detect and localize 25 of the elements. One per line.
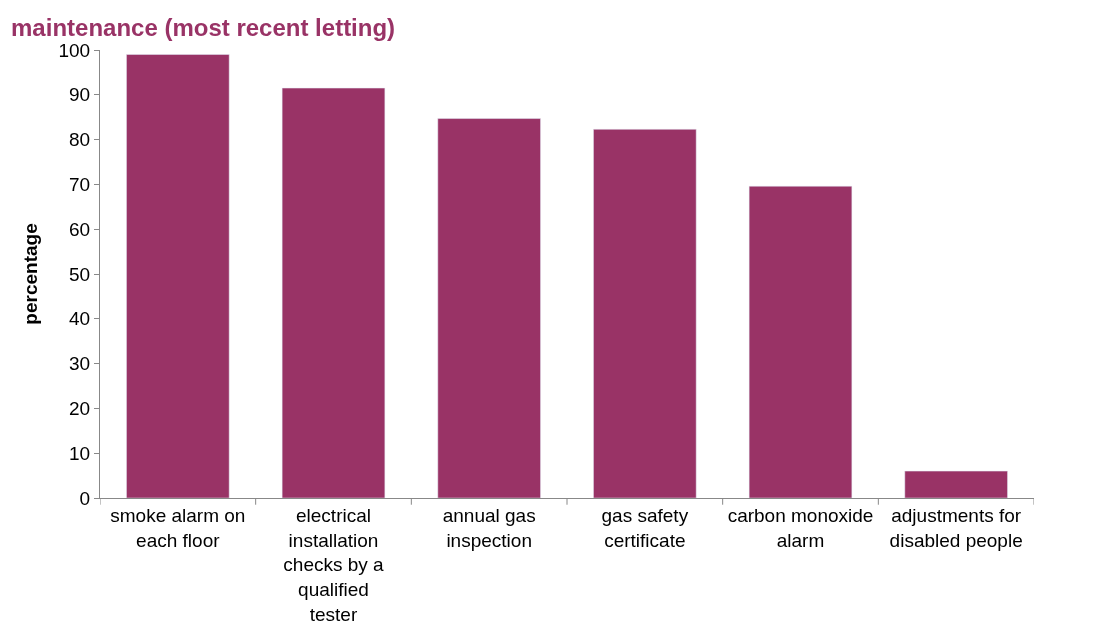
x-tick-label: annual gas inspection xyxy=(442,504,536,551)
chart-title: maintenance (most recent letting) xyxy=(11,13,396,41)
y-tick-label: 50 xyxy=(69,263,91,285)
x-tick-label: adjustments for disabled people xyxy=(889,504,1023,551)
y-tick-label: 10 xyxy=(69,442,91,464)
bar xyxy=(748,185,853,498)
y-tick-label: 70 xyxy=(69,174,91,196)
x-tick-label: smoke alarm on each floor xyxy=(110,504,246,551)
bar xyxy=(593,129,697,498)
y-tick-label: 90 xyxy=(69,84,91,106)
y-tick-label: 40 xyxy=(69,308,91,330)
bar xyxy=(126,54,230,498)
y-tick-label: 0 xyxy=(79,487,91,509)
y-tick-label: 20 xyxy=(69,398,91,420)
y-axis-title: percentage xyxy=(20,223,42,325)
bar xyxy=(904,470,1008,498)
y-tick-label: 100 xyxy=(58,39,91,61)
y-tick-label: 80 xyxy=(69,129,91,151)
x-tick-label: gas safety certificate xyxy=(601,504,689,551)
bar xyxy=(437,118,541,498)
bar xyxy=(281,87,386,498)
y-tick-label: 30 xyxy=(69,353,91,375)
x-tick-label: carbon monoxide alarm xyxy=(727,504,874,551)
x-tick-label: electrical installation checks by a qualified tester xyxy=(283,504,385,625)
y-tick-label: 60 xyxy=(69,218,91,240)
